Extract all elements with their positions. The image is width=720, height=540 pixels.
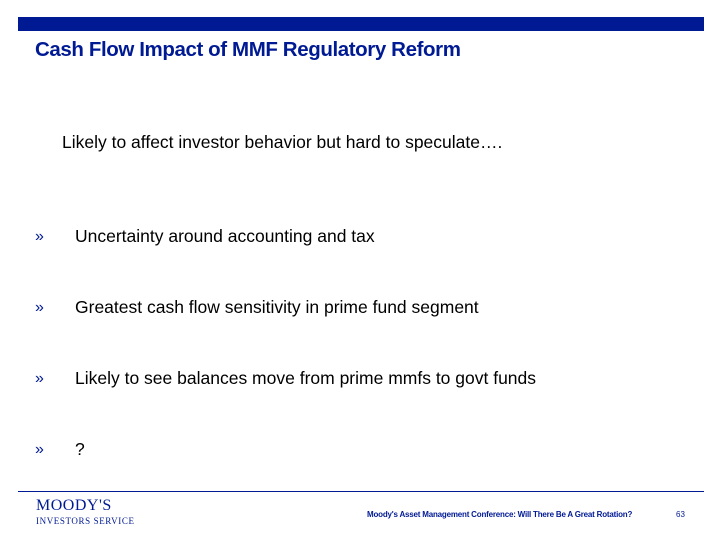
bullet-marker: » [35,370,44,387]
bullet-list: » Uncertainty around accounting and tax … [35,226,685,510]
bullet-item: » Likely to see balances move from prime… [35,368,685,439]
bullet-text: Likely to see balances move from prime m… [75,368,537,388]
slide-subtitle: Likely to affect investor behavior but h… [62,132,503,152]
bullet-text: Greatest cash flow sensitivity in prime … [75,297,479,317]
header-bar [18,17,704,31]
logo-subtitle: INVESTORS SERVICE [36,516,135,526]
footer-caption: Moody's Asset Management Conference: Wil… [367,510,633,519]
slide-title: Cash Flow Impact of MMF Regulatory Refor… [35,38,461,61]
bullet-text: ? [75,439,85,459]
bullet-item: » Uncertainty around accounting and tax [35,226,685,297]
page-number: 63 [676,510,685,519]
logo-name: MOODY'S [36,497,112,514]
bullet-item: » ? [35,439,685,510]
footer-divider [18,491,704,492]
moodys-logo: MOODY'S INVESTORS SERVICE [36,498,135,526]
bullet-marker: » [35,299,44,316]
bullet-marker: » [35,228,44,245]
bullet-marker: » [35,441,44,458]
bullet-text: Uncertainty around accounting and tax [75,226,375,246]
bullet-item: » Greatest cash flow sensitivity in prim… [35,297,685,368]
